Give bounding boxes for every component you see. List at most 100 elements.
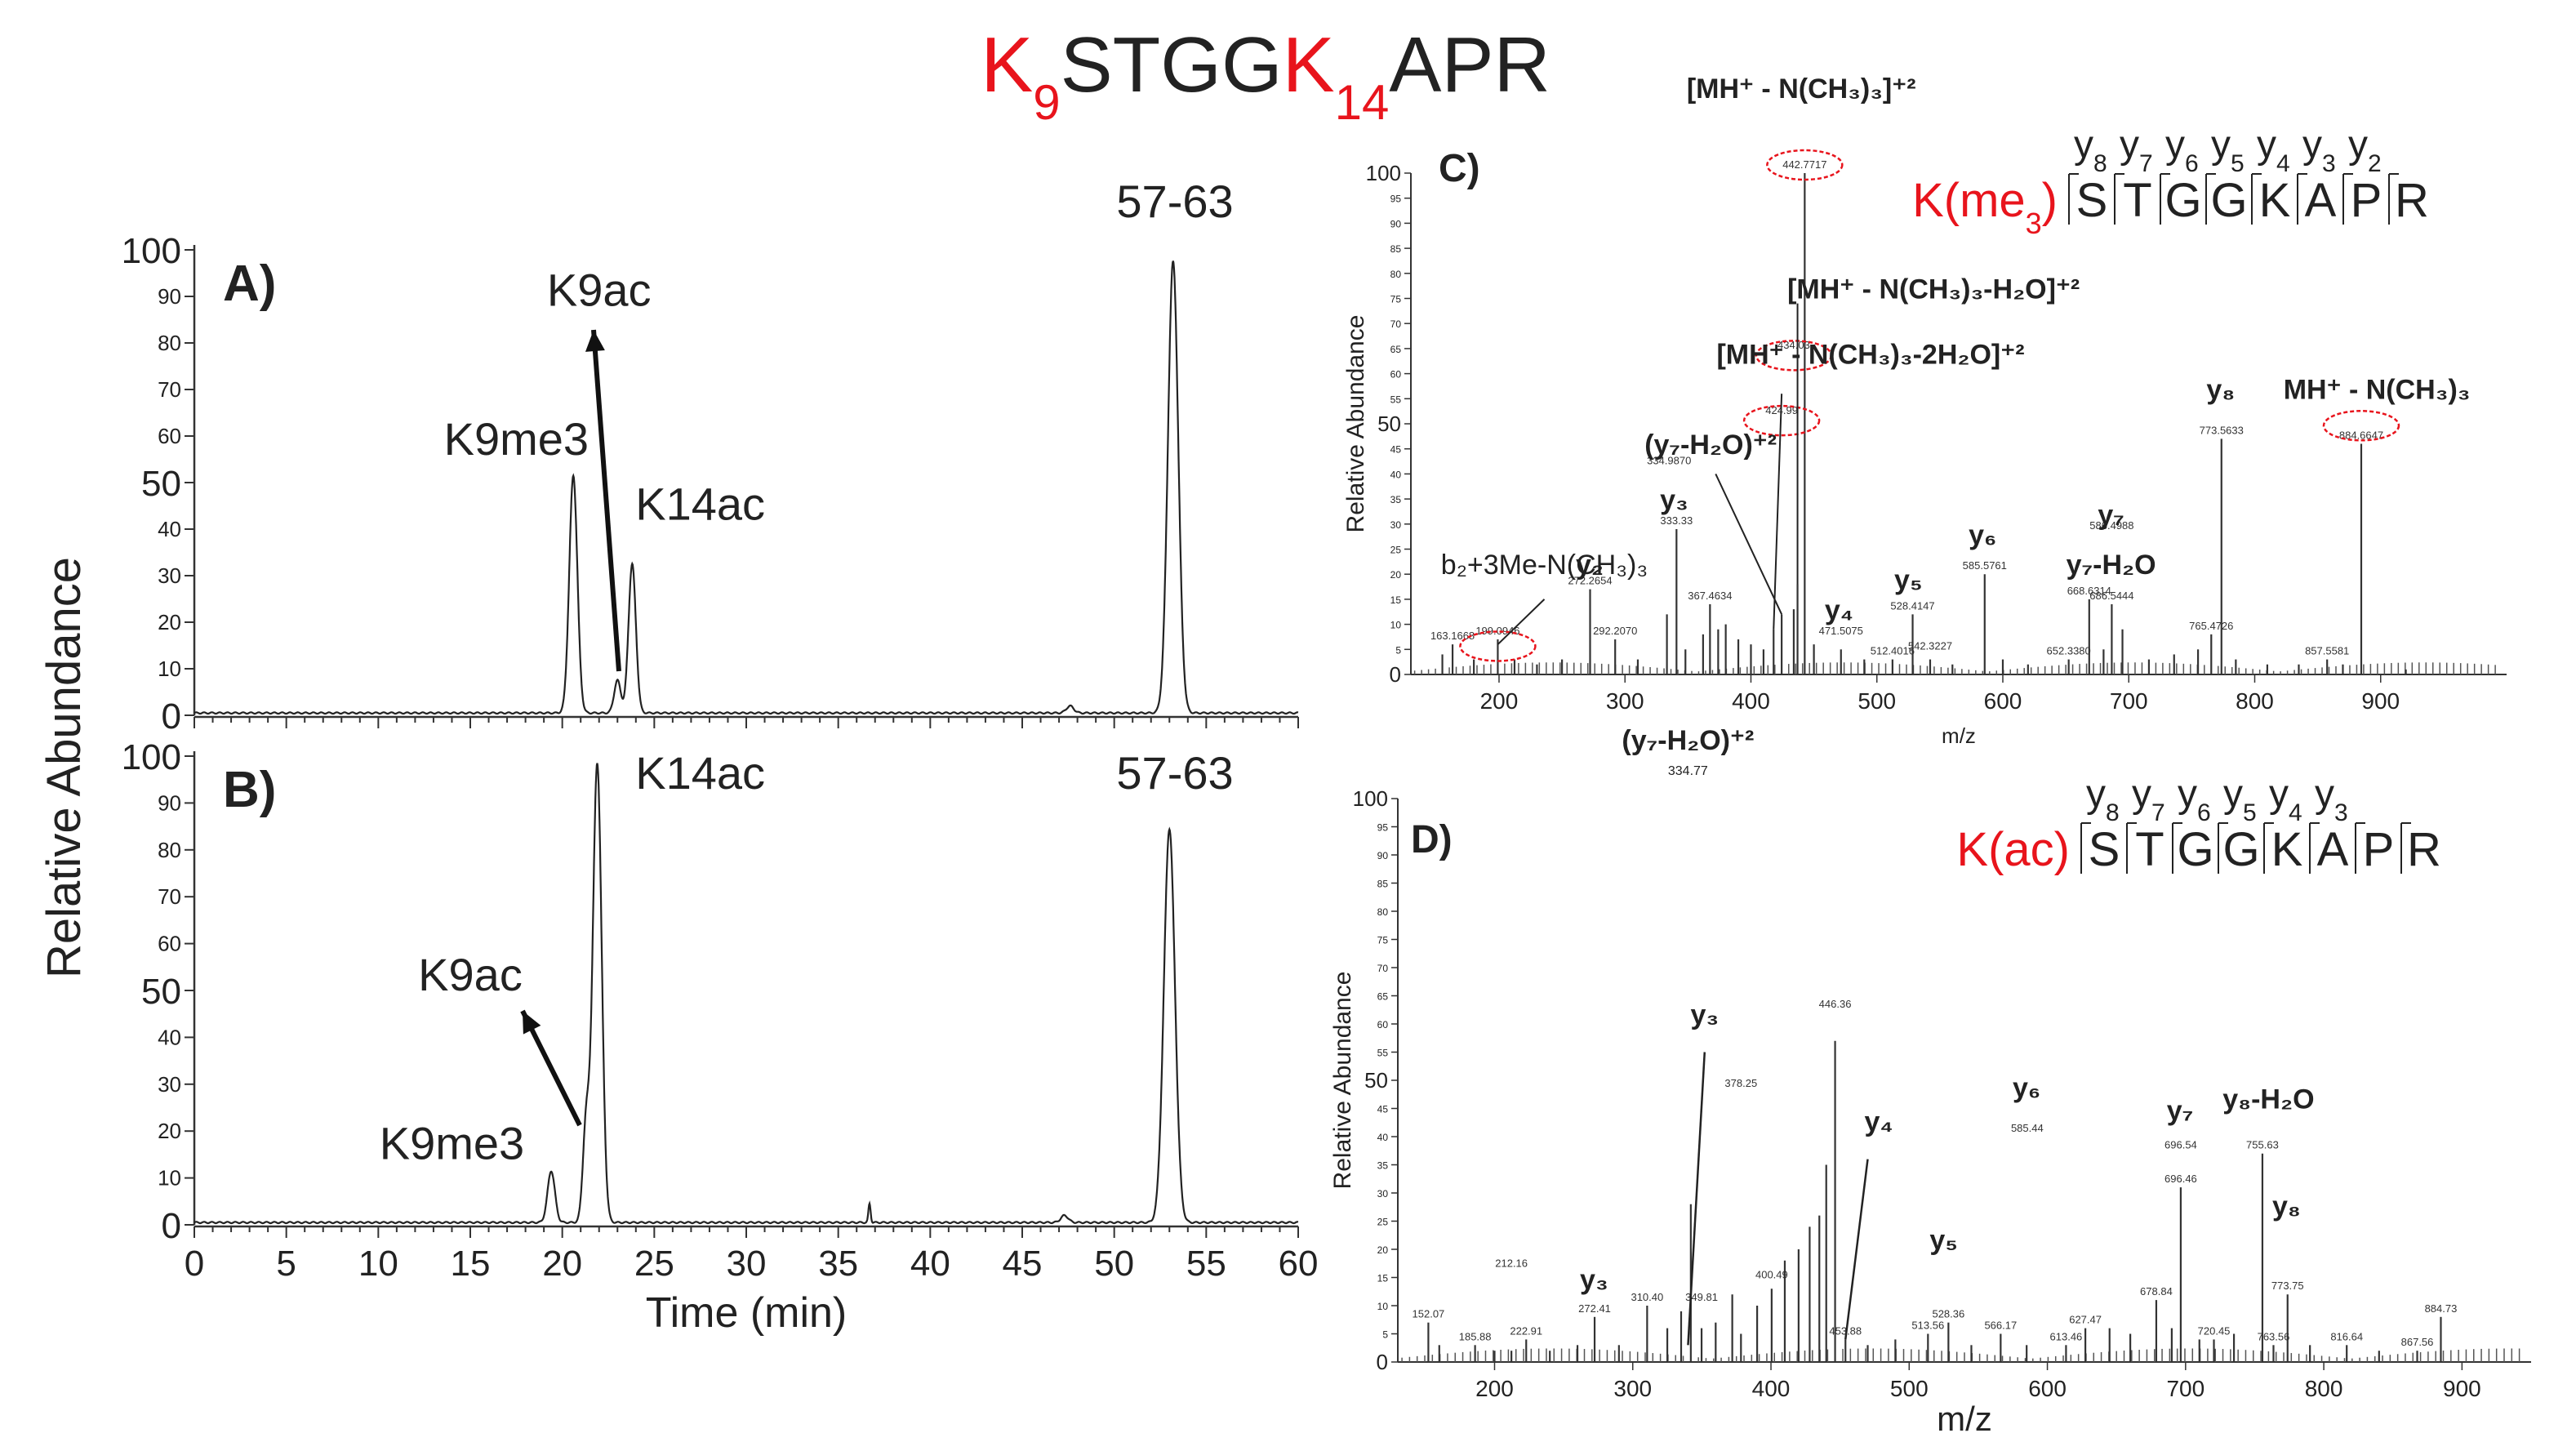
y-tick-label: 65 (1390, 344, 1402, 355)
x-tick-label: 60 (1279, 1244, 1319, 1284)
y-tick-label: 15 (1390, 594, 1402, 606)
sequence-residue: S (2076, 174, 2108, 227)
title-part: APR (1389, 21, 1550, 109)
sequence-residue: T (2123, 174, 2151, 227)
ion-label: y₃ (1660, 484, 1688, 515)
arrow-k9ac-a (591, 329, 621, 672)
x-tick-label: 500 (1857, 688, 1896, 714)
peak-mz-label: 212.16 (1495, 1257, 1528, 1270)
y-tick-label: 90 (1390, 218, 1402, 229)
sequence-modified-residue: K(ac) (1956, 823, 2070, 876)
panel-label: B) (223, 762, 276, 818)
sequence-residue: T (2135, 823, 2164, 876)
y-tick-label: 5 (1395, 644, 1401, 656)
panel-label: A) (223, 256, 276, 312)
spectrum-D: 0 5 10 15 20 25 30 35 40 45 50 55 60 65 70 75 80 85 90 95 10… (1329, 772, 2531, 1438)
highlight-ellipse (2322, 410, 2400, 442)
peak-mz-label: 528.4147 (1890, 599, 1934, 612)
ion-label: y₈ (2206, 374, 2235, 405)
y-tick-label: 70 (1390, 318, 1402, 330)
y-tick-label: 10 (1390, 620, 1402, 631)
sequence-ion-label: y3 (2302, 123, 2336, 177)
peak-mz-label: 763.56 (2258, 1330, 2290, 1342)
peak-mz-label: 586.4988 (2089, 519, 2133, 532)
sequence-residue: A (2305, 174, 2337, 227)
ion-label: y₇-H₂O (2067, 550, 2156, 581)
peak-mz-label: 678.84 (2140, 1285, 2173, 1297)
peak-mz-label: 378.25 (1724, 1077, 1757, 1089)
y-tick-label: 50 (141, 464, 181, 504)
x-tick-label: 55 (1186, 1244, 1226, 1284)
y-tick-label: 20 (158, 1119, 181, 1143)
y-tick-label: 20 (1377, 1244, 1389, 1256)
peak-annotation: K14ac (635, 478, 765, 530)
leader-line (1687, 1052, 1706, 1346)
y-tick-label: 40 (1377, 1132, 1389, 1143)
ion-label: (y₇-H₂O)⁺² (1644, 430, 1777, 461)
y-tick-label: 90 (1377, 850, 1389, 861)
y-tick-label: 0 (162, 1206, 181, 1246)
title-part: K (981, 21, 1033, 109)
peak-mz-label: 857.5581 (2305, 645, 2349, 657)
y-tick-label: 50 (1364, 1068, 1388, 1093)
ion-label: [MH⁺ - N(CH₃)₃-H₂O]⁺² (1787, 274, 2080, 305)
y-tick-label: 100 (122, 231, 181, 271)
sequence-residue: R (2395, 174, 2429, 227)
x-tick-label: 900 (2361, 688, 2400, 714)
peak-mz-label: 773.5633 (2200, 424, 2244, 436)
peak-mz-label: 272.41 (1578, 1302, 1611, 1315)
peak-mz-label: 884.6647 (2339, 430, 2383, 442)
y-tick-label: 20 (1390, 569, 1402, 581)
peak-mz-label: 310.40 (1631, 1291, 1663, 1303)
y-tick-label: 60 (1390, 369, 1402, 381)
peak-mz-label: 755.63 (2246, 1139, 2279, 1151)
peak-mz-label: 884.73 (2425, 1302, 2458, 1315)
sequence-residue: K (2271, 823, 2303, 876)
peak-annotation: K9me3 (444, 413, 589, 465)
sequence-residue: G (2222, 823, 2259, 876)
y-tick-label: 0 (1390, 662, 1401, 687)
x-tick-label: 25 (634, 1244, 674, 1284)
sequence-residue: R (2407, 823, 2441, 876)
peak-mz-label: 696.46 (2164, 1173, 2197, 1185)
ion-label: y₅ (1894, 565, 1923, 596)
peak-mz-label: 773.75 (2271, 1280, 2304, 1292)
peak-mz-label: 613.46 (2050, 1330, 2083, 1342)
peak-mz-label: 513.56 (1911, 1320, 1944, 1332)
sequence-ion-label: y4 (2257, 123, 2290, 177)
peak-mz-label: 686.5444 (2089, 590, 2133, 602)
peak-mz-label: 222.91 (1510, 1324, 1542, 1337)
chromatogram-A: 0 10 20 30 40 50 60 70 80 90 100 A) K9me3 K9ac K14ac 57… (122, 176, 1299, 737)
x-axis-label: m/z (1937, 1400, 1992, 1438)
sequence-residue: K (2259, 174, 2291, 227)
y-tick-label: 25 (1390, 545, 1402, 556)
arrow-k9ac-b-head (523, 1011, 541, 1035)
chromatogram-y-axis-label: Relative Abundance (38, 557, 91, 978)
x-axis-label: Time (min) (646, 1289, 848, 1337)
y-tick-label: 55 (1390, 394, 1402, 405)
y-tick-label: 50 (141, 972, 181, 1012)
y-tick-label: 65 (1377, 991, 1389, 1003)
peak-annotation: K9me3 (380, 1118, 524, 1169)
y-tick-label: 85 (1390, 243, 1402, 255)
ion-label: 334.77 (1668, 764, 1708, 778)
peak-mz-label: 442.7717 (1782, 158, 1826, 171)
x-tick-label: 300 (1613, 1376, 1652, 1401)
y-tick-label: 40 (158, 1025, 181, 1049)
peak-mz-label: 765.4726 (2189, 620, 2233, 632)
peak-annotation: K14ac (635, 747, 765, 799)
x-tick-label: 400 (1732, 688, 1770, 714)
x-tick-label: 40 (910, 1244, 950, 1284)
y-tick-label: 45 (1390, 444, 1402, 456)
chromatogram-trace (194, 260, 1299, 715)
x-tick-label: 45 (1003, 1244, 1043, 1284)
y-tick-label: 90 (158, 284, 181, 309)
peak-mz-label: 585.44 (2011, 1122, 2044, 1134)
panel-label: C) (1439, 147, 1480, 190)
leader-line (1773, 394, 1783, 630)
peak-mz-label: 163.1668 (1430, 630, 1475, 642)
sequence-residue: A (2317, 823, 2349, 876)
ion-label: y₃ (1580, 1264, 1608, 1295)
y-tick-label: 40 (1390, 469, 1402, 480)
y-tick-label: 70 (158, 884, 181, 909)
